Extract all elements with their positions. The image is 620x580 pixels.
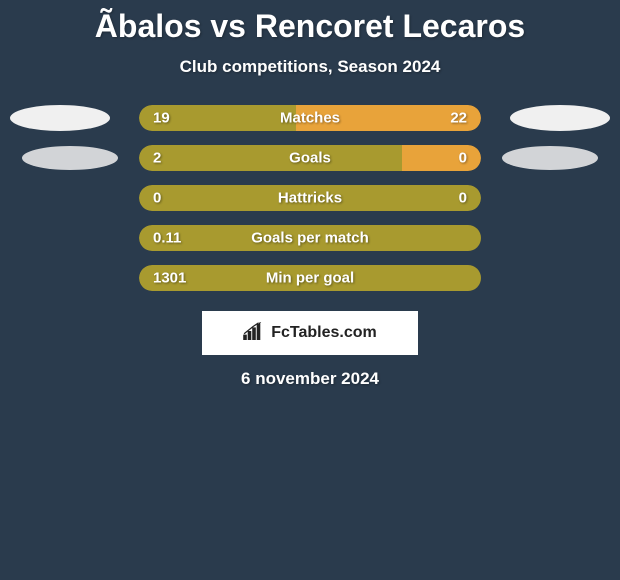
stat-bar: 2 0 Goals: [139, 145, 481, 171]
stat-bar: 0.11 Goals per match: [139, 225, 481, 251]
comparison-rows: 19 22 Matches 2 0 Goals 0 0 Hattricks 0.11 Goals p…: [0, 105, 620, 291]
stat-value-right: 22: [450, 110, 467, 127]
comparison-container: Ãbalos vs Rencoret Lecaros Club competit…: [0, 0, 620, 389]
stat-value-left: 0: [153, 190, 161, 207]
comparison-row: 1301 Min per goal: [0, 265, 620, 291]
brand-badge[interactable]: FcTables.com: [202, 311, 418, 355]
comparison-row: 2 0 Goals: [0, 145, 620, 171]
bar-right-fill: [402, 145, 481, 171]
stat-label: Goals: [289, 150, 331, 167]
brand-text: FcTables.com: [271, 324, 377, 342]
player-marker-right: [502, 146, 598, 170]
stat-bar: 1301 Min per goal: [139, 265, 481, 291]
stat-bar: 0 0 Hattricks: [139, 185, 481, 211]
comparison-row: 19 22 Matches: [0, 105, 620, 131]
stat-bar: 19 22 Matches: [139, 105, 481, 131]
page-subtitle: Club competitions, Season 2024: [0, 57, 620, 77]
stat-value-right: 0: [459, 190, 467, 207]
comparison-row: 0.11 Goals per match: [0, 225, 620, 251]
stat-value-left: 0.11: [153, 230, 181, 247]
stat-value-left: 19: [153, 110, 170, 127]
comparison-row: 0 0 Hattricks: [0, 185, 620, 211]
player-marker-right: [510, 105, 610, 131]
stat-label: Hattricks: [278, 190, 342, 207]
stat-value-left: 1301: [153, 270, 186, 287]
player-marker-left: [10, 105, 110, 131]
page-title: Ãbalos vs Rencoret Lecaros: [0, 8, 620, 45]
stat-value-left: 2: [153, 150, 161, 167]
player-marker-left: [22, 146, 118, 170]
stat-label: Min per goal: [266, 270, 354, 287]
stat-label: Matches: [280, 110, 340, 127]
stat-value-right: 0: [459, 150, 467, 167]
date-label: 6 november 2024: [0, 369, 620, 389]
chart-icon: [243, 322, 265, 345]
bar-left-fill: [139, 145, 402, 171]
stat-label: Goals per match: [251, 230, 369, 247]
